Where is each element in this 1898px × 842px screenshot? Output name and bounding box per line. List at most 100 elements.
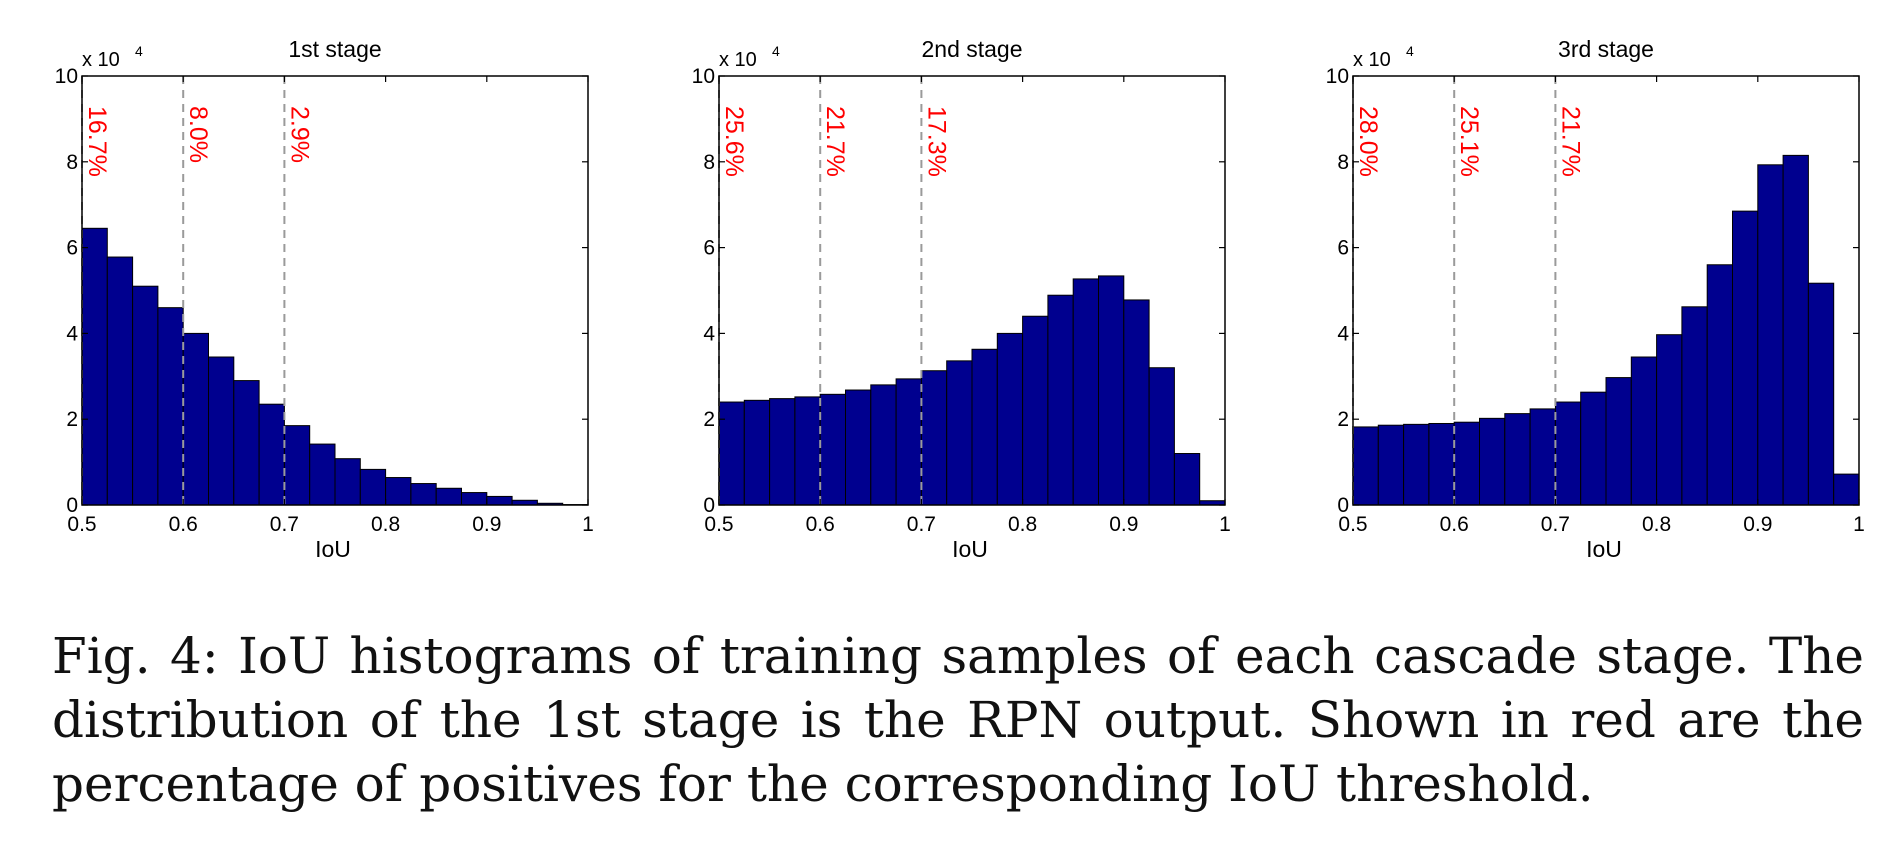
y-tick-label: 10 (55, 65, 78, 88)
histogram-bar (1630, 356, 1658, 506)
histogram-bar (1681, 306, 1708, 506)
y-tick-label: 6 (703, 237, 715, 260)
chart-title: 3rd stage (1558, 36, 1654, 62)
x-tick-label: 0.6 (1440, 513, 1469, 536)
chart-title: 2nd stage (921, 36, 1022, 62)
histogram-bar (1022, 315, 1049, 506)
histogram-bar (1732, 210, 1759, 506)
histogram-bar (895, 378, 922, 506)
positive-percentage-label: 2.9% (285, 106, 313, 163)
histogram-bar (1757, 164, 1784, 506)
histogram-bar (845, 389, 872, 506)
histogram-bar (1403, 423, 1430, 506)
caption-line-3: percentage of positives for the correspo… (52, 755, 1594, 813)
positive-percentage-label: 21.7% (821, 106, 849, 177)
caption-line-2: distribution of the 1st stage is the RPN… (52, 691, 1864, 749)
histogram-bar (1580, 391, 1607, 506)
y-exponent-label: x 10 (719, 49, 757, 71)
histogram-bar (819, 393, 847, 506)
histogram-bar (946, 360, 973, 506)
caption-line-1: Fig. 4: IoU histograms of training sampl… (52, 627, 1864, 685)
positive-percentage-label: 25.6% (720, 106, 748, 177)
x-tick-label: 1 (1219, 513, 1231, 536)
histogram-bar (920, 370, 948, 506)
y-tick-label: 6 (1337, 237, 1349, 260)
positive-percentage-label: 28.0% (1354, 106, 1382, 177)
x-tick-label: 0.9 (1109, 513, 1138, 536)
y-tick-label: 8 (703, 151, 715, 174)
positive-percentage-label: 16.7% (83, 106, 111, 177)
histogram-bar (1148, 367, 1175, 506)
histogram-bar (106, 256, 134, 506)
y-tick-label: 8 (1337, 151, 1349, 174)
y-tick-label: 2 (1337, 408, 1349, 431)
plot-frame (718, 75, 1226, 506)
x-tick-label: 0.6 (169, 513, 198, 536)
y-tick-label: 2 (703, 408, 715, 431)
histogram-bar (1504, 413, 1531, 506)
x-tick-label: 0.7 (270, 513, 299, 536)
plot-frame (1352, 75, 1860, 506)
histogram-bar (1782, 154, 1809, 506)
histogram-bar (157, 307, 184, 506)
chart-title: 1st stage (288, 36, 381, 62)
x-axis-label: IoU (1586, 536, 1622, 562)
histogram-bar (1656, 334, 1683, 506)
x-tick-label: 0.7 (907, 513, 936, 536)
histogram-bar (1807, 282, 1835, 506)
y-tick-label: 6 (66, 237, 78, 260)
figure-caption: Fig. 4: IoU histograms of training sampl… (52, 624, 1864, 816)
histogram-bar (1453, 421, 1480, 506)
histogram-panel-3rd-stage: 28.0% 25.1% 21.7%0.5 0.6 0.7 0.8 0.9 10246810x … (1326, 36, 1865, 562)
histogram-bar (359, 468, 387, 506)
y-tick-label: 0 (66, 494, 78, 517)
x-tick-label: 0.8 (1642, 513, 1671, 536)
y-tick-label: 4 (1337, 322, 1349, 345)
y-exponent-power: 4 (772, 43, 780, 59)
y-tick-label: 8 (66, 151, 78, 174)
y-exponent-label: x 10 (1353, 49, 1391, 71)
y-tick-label: 0 (703, 494, 715, 517)
histogram-bar (435, 487, 463, 506)
y-tick-label: 0 (1337, 494, 1349, 517)
histogram-bar (1554, 401, 1582, 506)
histogram-bar (258, 403, 285, 506)
x-tick-label: 0.8 (1008, 513, 1037, 536)
histogram-bar (182, 332, 209, 506)
histogram-bar (1833, 473, 1860, 506)
x-tick-label: 0.5 (1338, 513, 1367, 536)
histogram-bar (1377, 424, 1405, 506)
histogram-bar (233, 380, 260, 506)
x-axis-label: IoU (315, 536, 351, 562)
x-tick-label: 0.5 (704, 513, 733, 536)
histogram-bar (132, 285, 159, 506)
histogram-bar (1123, 299, 1150, 506)
x-tick-label: 0.5 (67, 513, 96, 536)
histogram-bar (1047, 294, 1074, 506)
x-tick-label: 1 (1853, 513, 1865, 536)
histogram-bar (769, 398, 796, 506)
histogram-bar (309, 443, 336, 506)
histogram-bar (794, 396, 821, 506)
histogram-bar (1479, 417, 1506, 506)
histogram-bar (1072, 278, 1099, 506)
histogram-bar (870, 384, 897, 506)
histogram-bar (996, 332, 1024, 506)
histogram-bar (718, 401, 745, 506)
histogram-bar (1173, 453, 1201, 506)
histogram-bar (410, 483, 437, 506)
histogram-bar (385, 477, 412, 506)
x-tick-label: 0.9 (472, 513, 501, 536)
y-tick-label: 10 (1326, 65, 1349, 88)
x-tick-label: 0.7 (1541, 513, 1570, 536)
histogram-bar (1529, 408, 1556, 506)
histogram-bar (1352, 426, 1379, 506)
histogram-bar (461, 492, 488, 506)
plot-frame (81, 75, 589, 506)
x-tick-label: 0.8 (371, 513, 400, 536)
histogram-bar (486, 495, 513, 506)
y-tick-label: 2 (66, 408, 78, 431)
